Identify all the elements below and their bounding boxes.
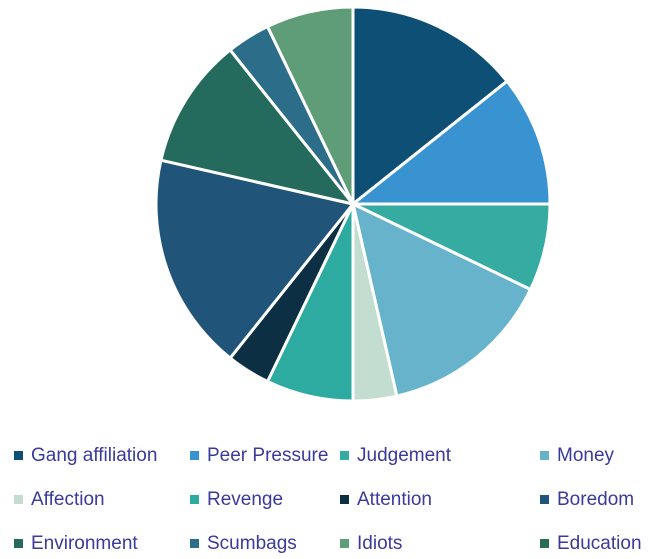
legend-swatch <box>340 495 349 504</box>
legend-label: Education <box>557 533 642 554</box>
pie-slice <box>351 5 510 208</box>
pie-slice <box>159 47 357 207</box>
legend-swatch <box>14 451 23 460</box>
legend-swatch <box>190 451 199 460</box>
legend-label: Boredom <box>557 489 634 510</box>
legend-label: Money <box>557 445 615 466</box>
legend-label: Gang affiliation <box>31 445 157 466</box>
legend-swatch <box>540 495 549 504</box>
legend-label: Scumbags <box>207 533 297 554</box>
legend-swatch <box>340 451 349 460</box>
legend-swatch <box>190 539 199 548</box>
pie-slice <box>265 5 355 205</box>
legend-label: Environment <box>31 533 138 554</box>
pie-slice <box>350 201 533 398</box>
legend-swatch <box>14 539 23 548</box>
pie-slice <box>348 79 552 206</box>
legend-swatch <box>540 451 549 460</box>
legend-label: Idiots <box>357 533 402 554</box>
legend-label: Revenge <box>207 489 283 510</box>
legend-swatch <box>14 495 23 504</box>
legend-swatch <box>190 495 199 504</box>
legend-label: Judgement <box>357 445 452 466</box>
legend-label: Affection <box>31 489 105 510</box>
legend-label: Attention <box>357 489 432 510</box>
legend-label: Peer Pressure <box>207 445 328 466</box>
legend-swatch <box>540 539 549 548</box>
pie-slice <box>154 158 356 361</box>
legend-swatch <box>340 539 349 548</box>
